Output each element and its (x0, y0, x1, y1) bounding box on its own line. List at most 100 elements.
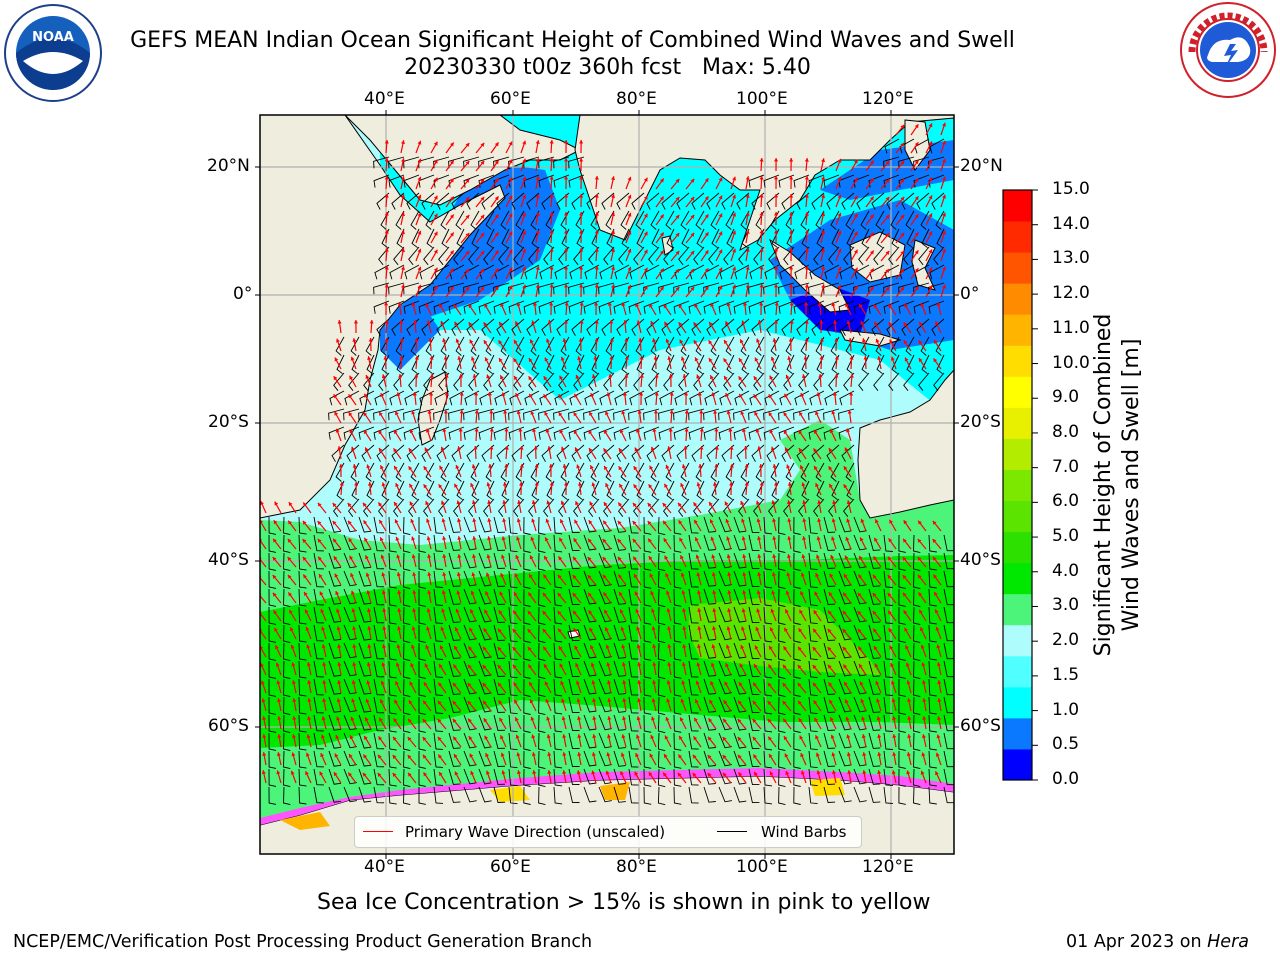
wind-barb (755, 336, 765, 356)
wind-barb (456, 228, 465, 249)
wind-barb (628, 552, 639, 570)
wind-barb (298, 588, 307, 607)
wave-direction-arrowhead (514, 340, 518, 344)
wave-direction-arrowhead (609, 320, 614, 324)
wave-direction-arrowhead (531, 752, 536, 757)
wind-barb (823, 534, 836, 551)
wave-direction-arrowhead (860, 321, 865, 325)
colorbar-segment (1003, 748, 1032, 781)
lon-label-bottom: 40°E (364, 857, 405, 877)
wind-barb (838, 624, 852, 641)
wave-direction-arrow (260, 594, 267, 604)
wave-direction-arrowhead (514, 376, 518, 380)
wind-barb (403, 642, 411, 662)
wave-direction-arrowhead (907, 716, 912, 720)
wind-barb (706, 192, 720, 210)
wave-direction-arrowhead (771, 590, 776, 595)
wind-barb (748, 624, 760, 642)
colorbar-segment (1003, 500, 1032, 533)
wind-barb (823, 696, 836, 713)
wind-barb (753, 498, 765, 517)
wind-barb (794, 390, 810, 406)
wave-direction-arrowhead (757, 536, 762, 540)
wind-barb (883, 606, 893, 624)
wave-direction-arrowhead (467, 701, 472, 705)
wind-barb (513, 372, 525, 391)
wave-direction-arrowhead (397, 608, 402, 612)
wave-direction-arrowhead (660, 268, 664, 273)
wave-direction-arrowhead (649, 753, 654, 758)
wave-direction-arrowhead (821, 266, 826, 271)
wave-direction-arrowhead (710, 681, 714, 686)
wind-barb (561, 354, 570, 375)
wind-barb (681, 480, 690, 501)
wave-direction-arrowhead (698, 464, 703, 468)
wind-barb (693, 498, 705, 517)
wave-direction-arrowhead (459, 410, 464, 414)
wind-barb (456, 480, 465, 501)
wave-direction-arrowhead (914, 160, 919, 165)
wind-barb (830, 210, 840, 230)
wave-direction-arrowhead (513, 592, 518, 597)
wind-barb (725, 336, 735, 356)
wave-direction-arrowhead (433, 249, 438, 254)
wave-direction-arrowhead (904, 303, 908, 308)
wave-direction-arrowhead (457, 356, 462, 360)
wind-barb (553, 606, 563, 625)
wave-direction-arrowhead (844, 555, 849, 560)
wave-direction-arrowhead (560, 500, 565, 505)
wave-direction-arrowhead (508, 177, 513, 182)
wind-barb (373, 174, 390, 188)
wave-direction-arrowhead (665, 338, 670, 343)
wind-barb (838, 426, 855, 440)
wave-direction-arrowhead (412, 590, 417, 594)
wave-direction-arrowhead (711, 554, 716, 559)
wave-direction-arrowhead (847, 770, 852, 774)
wave-direction-arrowhead (675, 197, 680, 201)
wind-barb (643, 516, 652, 535)
wave-direction-arrowhead (501, 536, 506, 541)
wave-direction-arrowhead (287, 557, 292, 561)
wind-barb (526, 318, 540, 336)
wind-barb (485, 210, 495, 230)
wind-barb (868, 660, 881, 677)
wave-direction-arrowhead (350, 573, 354, 578)
wind-barb (543, 498, 555, 517)
wind-barb (613, 552, 626, 569)
wave-direction-arrowhead (546, 338, 550, 343)
wave-direction-arrowhead (920, 627, 924, 632)
wind-barb (568, 606, 580, 624)
wind-barb (868, 570, 881, 587)
wave-direction-arrowhead (726, 536, 731, 541)
wave-direction-arrowhead (394, 699, 398, 704)
wind-barb (613, 426, 630, 440)
wave-direction-arrowhead (667, 356, 672, 360)
wind-barb (823, 552, 836, 569)
wind-barb (606, 480, 615, 501)
wave-direction-arrowhead (548, 464, 553, 468)
wave-direction-arrowhead (902, 575, 907, 579)
wind-barb (695, 336, 705, 356)
wave-direction-arrowhead (773, 320, 779, 324)
wind-barb (403, 714, 411, 734)
wave-direction-arrowhead (649, 465, 654, 470)
wave-direction-arrowhead (759, 284, 764, 288)
wave-direction-arrowhead (557, 593, 562, 597)
wave-direction-arrowhead (410, 519, 415, 523)
wave-direction-arrowhead (787, 554, 791, 559)
wave-direction-arrowhead (635, 303, 639, 308)
wave-direction-arrowhead (317, 502, 322, 507)
wave-direction-arrowhead (307, 716, 312, 720)
wave-direction-arrowhead (675, 251, 680, 255)
svg-text:NOAA: NOAA (32, 30, 74, 45)
wave-direction-arrowhead (607, 734, 611, 739)
wind-barb (388, 570, 397, 589)
wave-direction-arrowhead (745, 194, 750, 198)
wave-direction-arrowhead (707, 773, 712, 777)
wave-direction-arrowhead (928, 195, 933, 200)
wind-barb (373, 300, 390, 314)
wind-barb (568, 426, 585, 440)
wave-direction-arrowhead (277, 716, 282, 720)
wind-barb (913, 606, 921, 626)
wind-barb (613, 768, 626, 785)
